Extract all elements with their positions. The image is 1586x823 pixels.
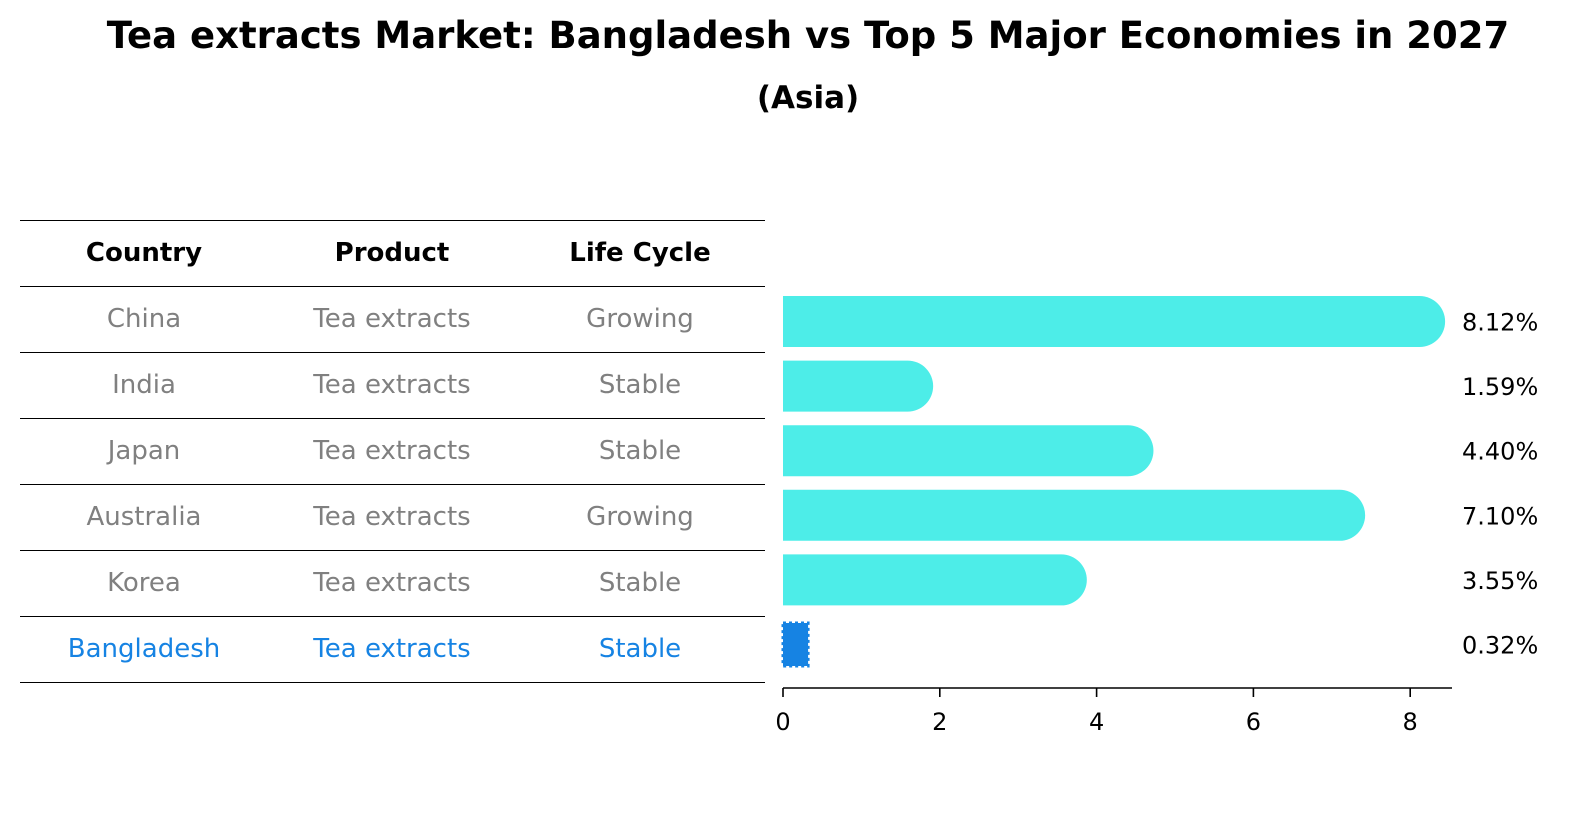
cell-product: Tea extracts [313,634,471,664]
x-tick-label: 2 [932,708,947,736]
header-product: Product [334,238,450,268]
bar-australia [783,489,1366,541]
chart-title: Tea extracts Market: Bangladesh vs Top 5… [106,14,1510,57]
header-country: Country [85,238,203,268]
cell-life-cycle: Growing [586,502,694,532]
bar-value-label: 7.10% [1462,502,1538,530]
cell-product: Tea extracts [313,370,471,400]
table-header-row: Country Product Life Cycle [20,220,765,286]
table-row: Japan Tea extracts Stable [20,418,765,484]
cell-country: India [112,370,176,400]
cell-country: Australia [86,502,202,532]
bar-china [783,296,1446,347]
cell-product: Tea extracts [313,568,471,598]
cell-country: China [106,304,182,334]
x-tick-label: 4 [1089,708,1104,736]
bar-value-label: 1.59% [1462,373,1538,401]
cell-life-cycle: Stable [598,634,682,664]
cell-life-cycle: Stable [598,370,682,400]
x-tick-label: 6 [1246,708,1261,736]
table-rule [20,220,765,221]
x-tick-label: 8 [1403,708,1418,736]
cell-life-cycle: Stable [598,436,682,466]
bar-japan [783,425,1154,477]
table-rule [20,352,765,353]
table-row: China Tea extracts Growing [20,286,765,352]
table-rule [20,286,765,287]
cell-country: Bangladesh [67,634,221,664]
bar-value-label: 8.12% [1462,309,1538,337]
bar-value-label: 3.55% [1462,567,1538,595]
table-rule [20,418,765,419]
table-row-highlight: Bangladesh Tea extracts Stable [20,616,765,682]
cell-life-cycle: Stable [598,568,682,598]
table-row: Australia Tea extracts Growing [20,484,765,550]
chart-subtitle: (Asia) [756,80,860,116]
table-rule [20,484,765,485]
table-row: India Tea extracts Stable [20,352,765,418]
bar-korea [783,554,1087,606]
header-life-cycle: Life Cycle [569,238,711,268]
cell-life-cycle: Growing [586,304,694,334]
bar-value-label: 0.32% [1462,632,1538,660]
bar-india [783,360,934,412]
cell-country: Japan [107,436,181,466]
cell-product: Tea extracts [313,436,471,466]
table-rule [20,616,765,617]
table-rule [20,682,765,683]
cell-country: Korea [107,568,181,598]
table-row: Korea Tea extracts Stable [20,550,765,616]
table-rule [20,550,765,551]
bar-value-label: 4.40% [1462,438,1538,466]
x-tick-label: 0 [775,708,790,736]
cell-product: Tea extracts [313,502,471,532]
bar-bangladesh [781,621,810,668]
cell-product: Tea extracts [313,304,471,334]
